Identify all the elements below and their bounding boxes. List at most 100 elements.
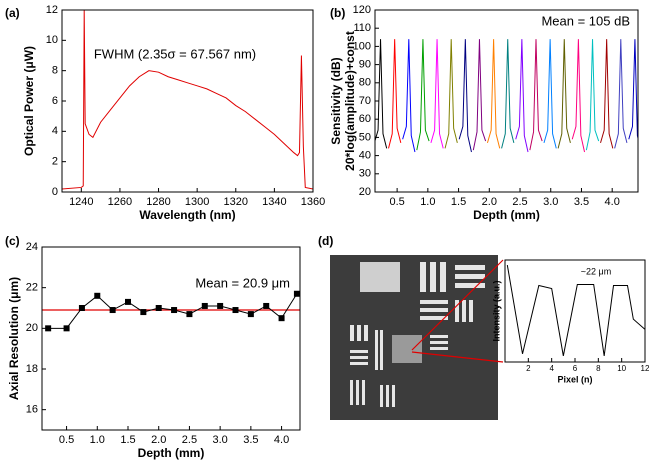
x-tick-label: 2.5 <box>182 434 197 446</box>
data-point <box>171 307 178 314</box>
data-point <box>155 305 162 311</box>
data-line <box>375 39 388 149</box>
y-axis-label: 20*log(amplitude)+const <box>343 31 357 171</box>
x-tick-label: 1.0 <box>90 434 105 446</box>
data-line <box>444 39 458 149</box>
panel-label: (d) <box>318 234 333 248</box>
x-tick-label: 1260 <box>108 196 132 208</box>
x-tick-label: 2.0 <box>482 196 497 208</box>
x-tick-label: 2.0 <box>151 434 166 446</box>
y-tick-label: 50 <box>359 131 371 143</box>
y-tick-label: 0 <box>52 186 58 198</box>
annotation: FWHM (2.35σ = 67.567 nm) <box>94 46 256 61</box>
plot-frame <box>504 259 646 363</box>
data-line <box>529 39 543 151</box>
x-tick-label: 0.5 <box>389 196 404 208</box>
x-tick-label: 3.5 <box>243 434 258 446</box>
data-line <box>628 39 638 141</box>
y-tick-label: 4 <box>52 125 58 137</box>
data-point <box>94 292 101 299</box>
x-tick-label: 1300 <box>185 196 209 208</box>
plot-area <box>42 247 300 430</box>
data-line <box>458 39 472 153</box>
data-point <box>201 302 208 309</box>
y-axis-label: Sensitivity (dB) <box>329 57 343 144</box>
data-line <box>557 39 571 149</box>
x-tick-label: 3.5 <box>574 196 589 208</box>
data-point <box>278 315 285 322</box>
x-tick-label: 2 <box>526 364 531 373</box>
y-axis-label: Optical Power (μW) <box>22 46 36 156</box>
photo <box>330 255 504 420</box>
x-tick-label: 0.5 <box>59 434 74 446</box>
x-tick-label: 8 <box>596 364 601 373</box>
x-tick-label: 4.0 <box>274 434 289 446</box>
x-tick-label: 1240 <box>69 196 93 208</box>
x-tick-label: 4 <box>549 364 554 373</box>
x-tick-label: 1.5 <box>451 196 466 208</box>
annotation: ~22 μm <box>581 266 611 276</box>
data-point <box>45 325 52 332</box>
annotation: Mean = 105 dB <box>541 13 630 28</box>
data-point <box>217 302 224 309</box>
x-axis-label: Pixel (n) <box>557 374 592 384</box>
panel-label: (a) <box>5 6 20 20</box>
x-axis-label: Depth (mm) <box>473 208 540 222</box>
y-tick-label: 22 <box>26 282 38 294</box>
data-point <box>109 307 116 314</box>
zoom-line <box>411 351 504 363</box>
data-line <box>486 39 501 149</box>
data-point <box>186 311 193 318</box>
plot-area <box>505 260 645 362</box>
data-point <box>247 311 254 318</box>
photo-square <box>360 262 400 292</box>
data-point <box>140 309 147 316</box>
data-point <box>78 305 85 311</box>
y-tick-label: 20 <box>26 322 38 334</box>
x-tick-label: 4.0 <box>605 196 620 208</box>
y-tick-label: 24 <box>26 241 38 253</box>
x-tick-label: 1.5 <box>120 434 135 446</box>
data-line <box>585 39 600 151</box>
plot-frame <box>41 246 301 431</box>
y-tick-label: 10 <box>46 34 58 46</box>
zoom-line <box>411 259 504 351</box>
x-tick-label: 12 <box>641 364 649 373</box>
x-tick-label: 1360 <box>301 196 325 208</box>
y-tick-label: 70 <box>359 95 371 107</box>
data-line <box>614 39 628 149</box>
x-axis-label: Wavelength (nm) <box>139 208 235 222</box>
x-tick-label: 2.5 <box>512 196 527 208</box>
y-tick-label: 20 <box>359 186 371 198</box>
y-tick-label: 40 <box>359 150 371 162</box>
y-tick-label: 12 <box>46 4 58 16</box>
data-line <box>62 10 313 190</box>
y-tick-label: 6 <box>52 95 58 107</box>
y-tick-label: 120 <box>353 4 371 16</box>
data-point <box>125 298 131 305</box>
data-point <box>232 307 239 314</box>
panel-label: (c) <box>5 234 20 248</box>
y-tick-label: 80 <box>359 77 371 89</box>
plot-area <box>62 10 313 192</box>
data-line <box>388 39 402 149</box>
data-line <box>515 39 529 153</box>
y-tick-label: 8 <box>52 65 58 77</box>
data-line <box>472 39 487 151</box>
x-tick-label: 1280 <box>146 196 170 208</box>
y-tick-label: 90 <box>359 59 371 71</box>
data-line <box>543 39 557 149</box>
x-tick-label: 3.0 <box>212 434 227 446</box>
plot-frame <box>61 9 314 193</box>
y-tick-label: 110 <box>353 22 371 34</box>
x-tick-label: 3.0 <box>543 196 558 208</box>
y-tick-label: 2 <box>52 156 58 168</box>
data-line <box>506 265 645 356</box>
y-axis-label: Intensity (a.u.) <box>491 280 501 341</box>
y-axis-label: Axial Resolution (μm) <box>7 277 21 400</box>
x-tick-label: 6 <box>573 364 578 373</box>
y-tick-label: 60 <box>359 113 371 125</box>
data-point <box>263 302 270 309</box>
annotation: Mean = 20.9 μm <box>195 275 290 290</box>
